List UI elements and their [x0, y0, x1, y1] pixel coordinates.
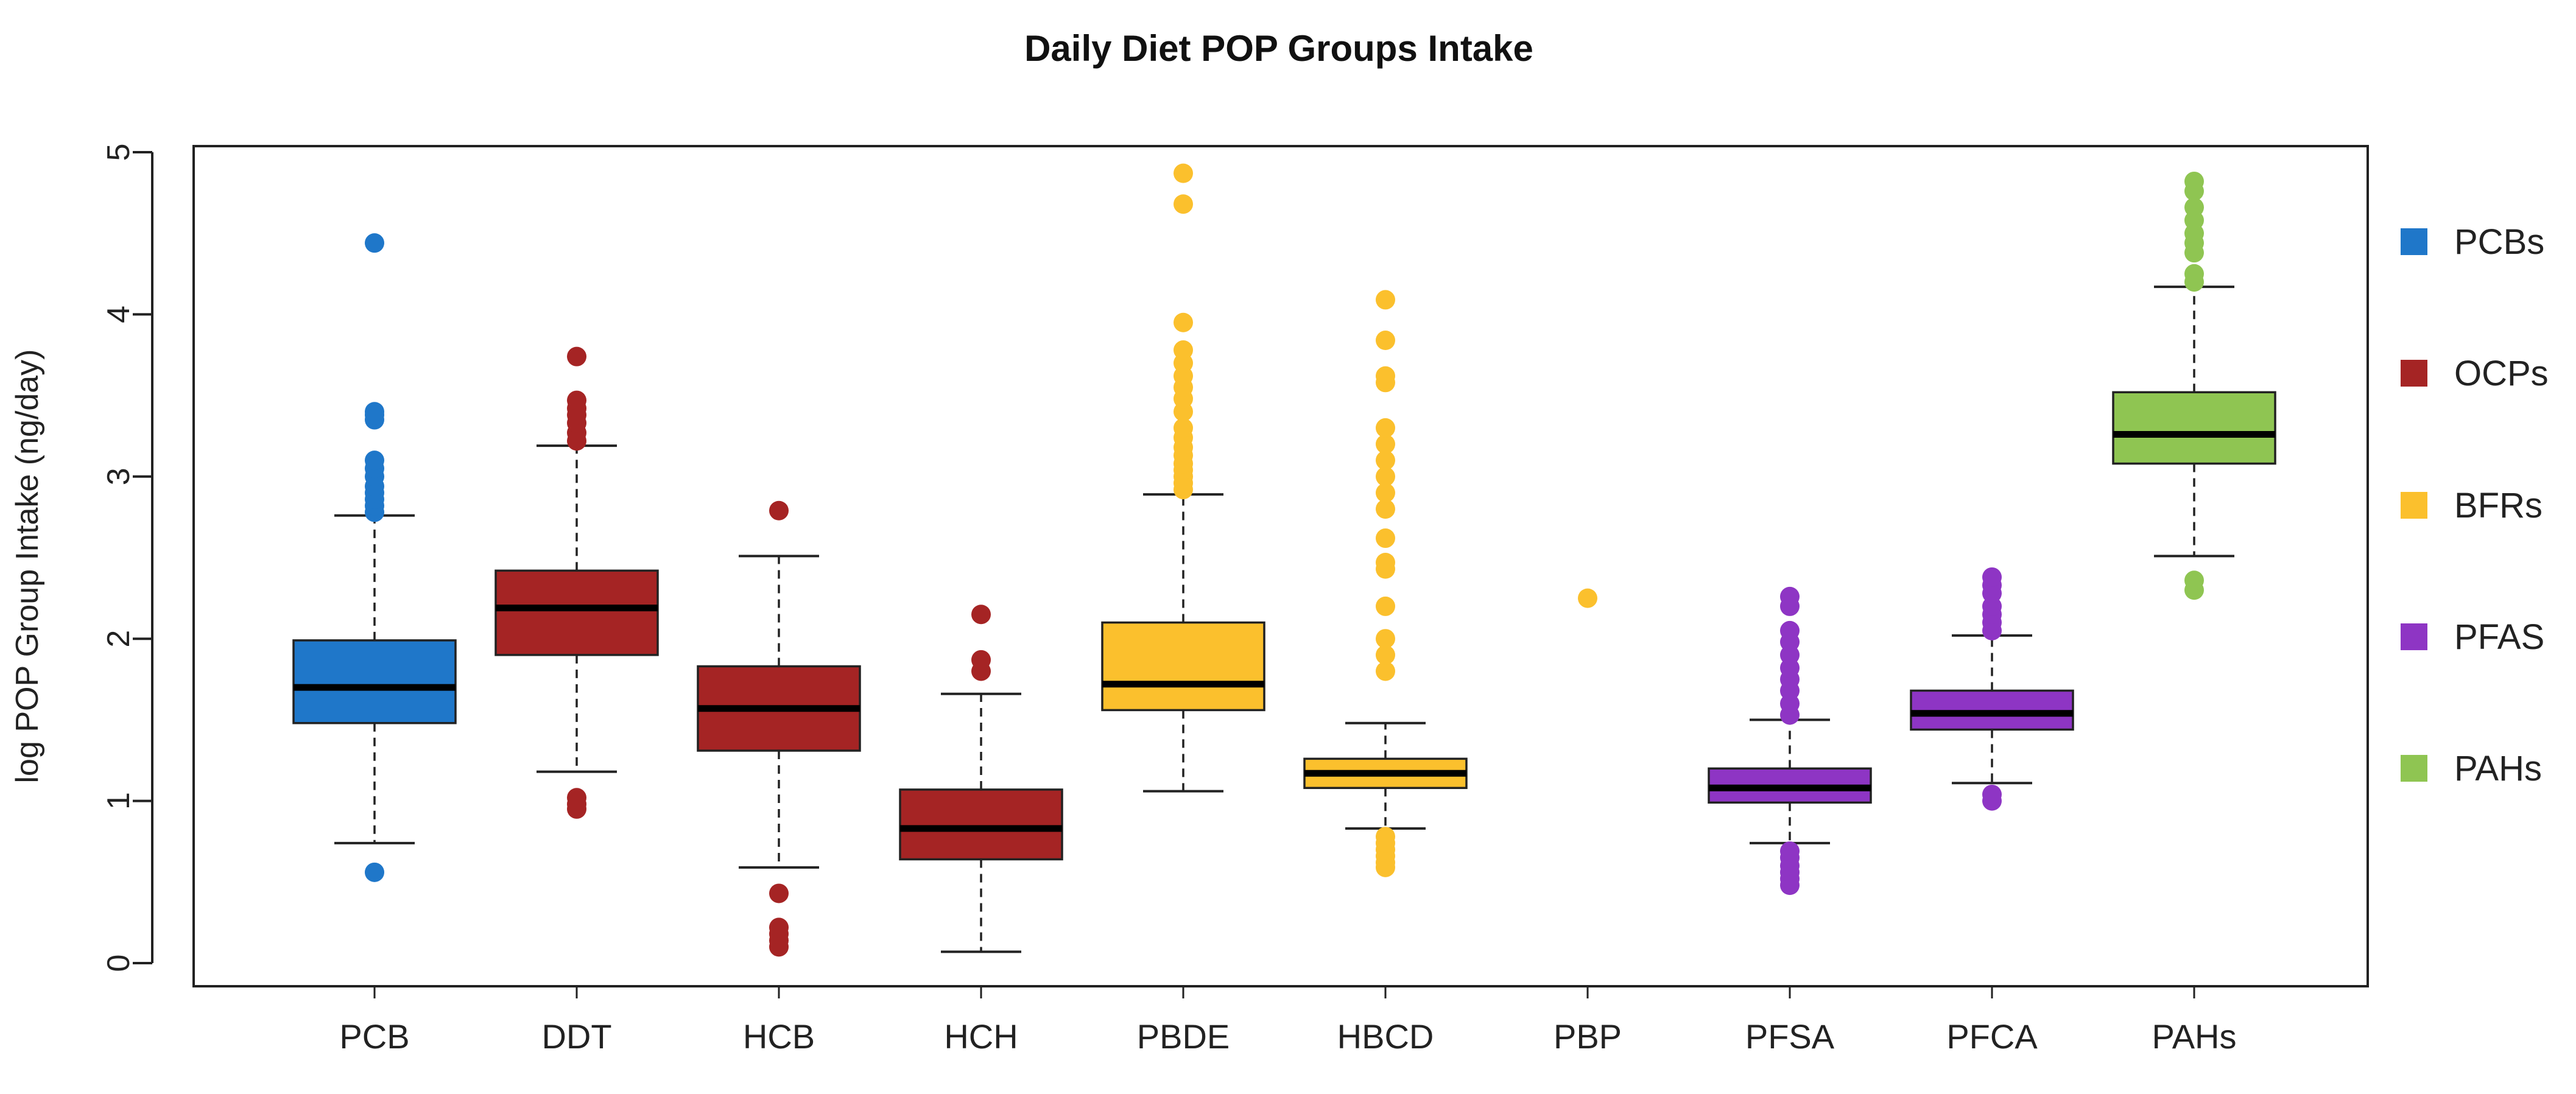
legend: PCBs OCPs BFRs PFAS PAHs	[2401, 222, 2549, 788]
outlier-point	[567, 390, 586, 410]
legend-item-pahs: PAHs	[2401, 749, 2542, 788]
outlier-point	[769, 883, 789, 903]
legend-swatch	[2401, 492, 2427, 519]
outlier-point	[1376, 629, 1395, 649]
outlier-point	[1376, 434, 1395, 454]
outlier-point	[1376, 596, 1395, 616]
outlier-point	[1780, 841, 1800, 861]
outlier-point	[1376, 528, 1395, 549]
box-pbde	[1101, 163, 1265, 793]
outlier-point	[567, 788, 586, 808]
box-iqr	[494, 569, 659, 656]
outlier-point	[1376, 499, 1395, 519]
box-pcb	[292, 233, 457, 882]
legend-label: OCPs	[2454, 354, 2549, 393]
y-tick-label-1: 1	[101, 792, 136, 810]
x-tick-label-hch: HCH	[944, 1017, 1018, 1056]
box-hbcd	[1303, 290, 1468, 877]
legend-label: BFRs	[2454, 486, 2543, 525]
y-tick-label-2: 2	[101, 630, 136, 648]
outlier-point	[1174, 340, 1193, 360]
legend-item-pcbs: PCBs	[2401, 222, 2544, 262]
x-tick-label-pbde: PBDE	[1137, 1017, 1230, 1056]
legend-item-ocps: OCPs	[2401, 354, 2549, 393]
outlier-point	[2184, 171, 2204, 191]
x-axis-labels: PCB DDT HCB HCH PBDE HBCD PBP PFSA PFCA PAHs	[339, 986, 2237, 1056]
y-tick-label-4: 4	[101, 306, 136, 323]
outlier-point	[1376, 331, 1395, 351]
x-tick-label-pfca: PFCA	[1946, 1017, 2038, 1056]
outlier-point	[1376, 466, 1395, 486]
outlier-point	[1780, 586, 1800, 606]
outlier-point	[769, 500, 789, 521]
y-tick-label-0: 0	[101, 955, 136, 972]
outlier-point	[1376, 483, 1395, 503]
legend-item-pfas: PFAS	[2401, 617, 2544, 657]
box-ddt	[494, 346, 659, 819]
x-tick-label-hbcd: HBCD	[1337, 1017, 1434, 1056]
x-tick-label-pbp: PBP	[1554, 1017, 1622, 1056]
box-pahs	[2112, 171, 2276, 600]
outlier-point	[1376, 366, 1395, 386]
plot-area	[192, 145, 2369, 987]
legend-swatch	[2401, 623, 2427, 650]
outlier-point	[1982, 567, 2002, 587]
outlier-point	[971, 605, 991, 625]
x-tick-label-ddt: DDT	[541, 1017, 611, 1056]
box-hch	[899, 605, 1063, 953]
box-series	[292, 163, 2276, 957]
outlier-point	[1982, 784, 2002, 804]
legend-item-bfrs: BFRs	[2401, 486, 2543, 525]
legend-label: PCBs	[2454, 222, 2544, 262]
outlier-point	[365, 862, 384, 882]
outlier-point	[1376, 661, 1395, 681]
legend-swatch	[2401, 228, 2427, 255]
legend-swatch	[2401, 755, 2427, 782]
outlier-point	[1578, 588, 1597, 608]
outlier-point	[567, 346, 586, 366]
outlier-point	[365, 402, 384, 422]
box-iqr	[1101, 621, 1265, 712]
y-tick-label-5: 5	[101, 144, 136, 161]
legend-label: PFAS	[2454, 617, 2544, 657]
outlier-point	[1376, 552, 1395, 572]
outlier-point	[1780, 620, 1800, 640]
outlier-point	[2184, 197, 2204, 217]
y-axis: 0 1 2 3 4 5	[101, 144, 153, 972]
outlier-point	[2184, 264, 2204, 284]
outlier-point	[1174, 418, 1193, 438]
x-tick-label-pahs: PAHs	[2152, 1017, 2237, 1056]
legend-swatch	[2401, 360, 2427, 387]
outlier-point	[2184, 570, 2204, 591]
outlier-point	[769, 917, 789, 938]
outlier-point	[1376, 645, 1395, 665]
x-tick-label-hcb: HCB	[743, 1017, 815, 1056]
outlier-point	[365, 451, 384, 471]
outlier-point	[1376, 827, 1395, 847]
box-iqr	[292, 639, 457, 724]
y-axis-label: log POP Group Intake (ng/day)	[10, 349, 45, 784]
chart-title: Daily Diet POP Groups Intake	[1024, 28, 1533, 69]
legend-label: PAHs	[2454, 749, 2542, 788]
box-pbp	[1578, 588, 1597, 608]
box-iqr	[2112, 391, 2276, 465]
outlier-point	[1174, 312, 1193, 332]
box-hcb	[697, 500, 861, 957]
outlier-point	[365, 233, 384, 253]
box-pfca	[1910, 567, 2074, 811]
outlier-point	[1376, 418, 1395, 438]
outlier-point	[1376, 451, 1395, 471]
y-tick-label-3: 3	[101, 468, 136, 485]
outlier-point	[1174, 194, 1193, 214]
box-iqr	[899, 788, 1063, 861]
plot-border	[192, 145, 2369, 987]
outlier-point	[1376, 290, 1395, 310]
x-tick-label-pcb: PCB	[339, 1017, 409, 1056]
outlier-point	[971, 650, 991, 670]
x-tick-label-pfsa: PFSA	[1745, 1017, 1835, 1056]
box-pfsa	[1708, 586, 1872, 896]
outlier-point	[1174, 163, 1193, 183]
